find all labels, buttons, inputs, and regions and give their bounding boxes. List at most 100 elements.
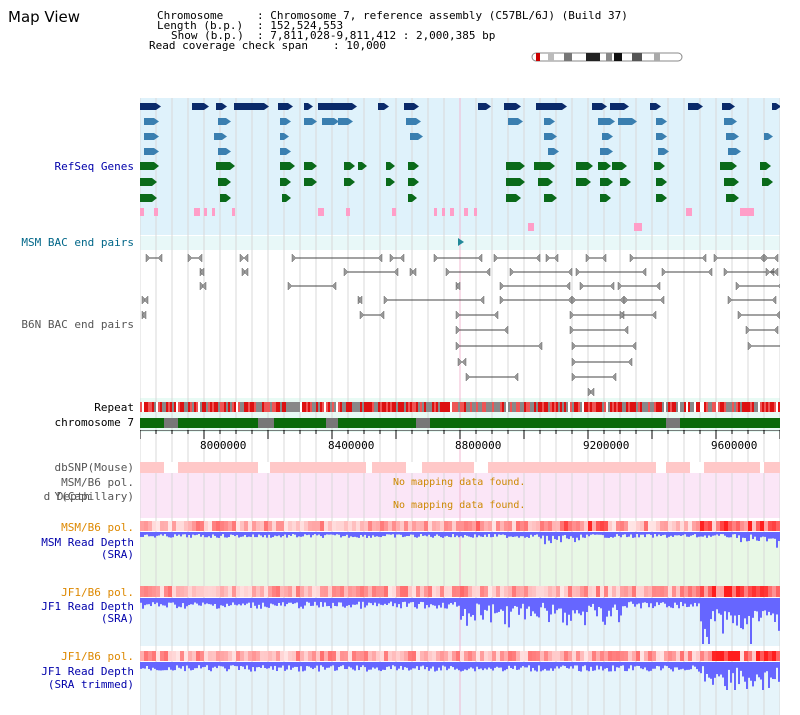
chromosome-ideogram[interactable] bbox=[530, 51, 685, 63]
depth-bar bbox=[506, 662, 508, 670]
depth-bar bbox=[726, 598, 728, 620]
depth-bar bbox=[564, 598, 566, 613]
depth-bar bbox=[238, 532, 240, 538]
repeat-block bbox=[544, 402, 546, 412]
pol-cell bbox=[228, 521, 232, 531]
pol-cell bbox=[444, 521, 448, 531]
gene-feature bbox=[576, 178, 586, 186]
gene-feature bbox=[318, 103, 352, 110]
track-label-jf1-b6-pol-2[interactable]: JF1/B6 pol. bbox=[61, 650, 134, 663]
track-label-jf1-read-depth[interactable]: JF1 Read Depth bbox=[41, 600, 134, 613]
pol-cell bbox=[460, 521, 464, 531]
repeat-block bbox=[216, 402, 218, 412]
pol-cell bbox=[316, 521, 320, 531]
depth-bar bbox=[322, 598, 324, 607]
gene-arrow bbox=[154, 148, 159, 155]
track-label-read-depth-cap[interactable]: d Depth bbox=[43, 490, 90, 503]
depth-bar bbox=[444, 662, 446, 667]
msm-b6-pol-track[interactable] bbox=[140, 521, 780, 531]
pol-cell bbox=[488, 651, 492, 661]
depth-bar bbox=[208, 598, 210, 605]
track-label-read-depth-cap-2[interactable]: Y(Capillary) bbox=[54, 490, 134, 503]
repeat-block bbox=[308, 402, 310, 412]
depth-bar bbox=[568, 598, 570, 615]
repeat-gap bbox=[582, 402, 584, 412]
depth-bar bbox=[690, 532, 692, 536]
depth-bar bbox=[708, 598, 710, 644]
depth-bar bbox=[174, 532, 176, 535]
gene-arrow bbox=[334, 118, 339, 125]
pol-cell bbox=[756, 651, 760, 661]
depth-bar bbox=[270, 598, 272, 604]
bac-end-marker bbox=[465, 372, 471, 382]
depth-bar bbox=[266, 662, 268, 669]
track-label-repeat[interactable]: Repeat bbox=[94, 401, 134, 414]
bac-end-pairs-track[interactable] bbox=[140, 236, 780, 396]
gene-arrow bbox=[348, 118, 353, 125]
pol-cell bbox=[544, 586, 548, 597]
pol-cell bbox=[240, 651, 244, 661]
depth-bar bbox=[376, 532, 378, 537]
bac-end-marker bbox=[775, 310, 780, 320]
depth-bar bbox=[630, 532, 632, 535]
track-label-msm-b6-pol[interactable]: MSM/B6 pol. bbox=[61, 476, 134, 489]
pink-marker bbox=[194, 208, 200, 216]
repeat-block bbox=[250, 402, 252, 412]
jf1-b6-pol-track-2[interactable] bbox=[140, 651, 780, 661]
pol-cell bbox=[368, 651, 372, 661]
depth-bar bbox=[344, 598, 346, 608]
track-label-b6n-bac[interactable]: B6N BAC end pairs bbox=[21, 318, 134, 331]
repeat-block bbox=[620, 402, 622, 412]
jf1-b6-pol-track[interactable] bbox=[140, 586, 780, 597]
depth-bar bbox=[610, 598, 612, 617]
depth-bar bbox=[366, 532, 368, 538]
repeat-block bbox=[614, 402, 616, 412]
gene-feature bbox=[598, 118, 610, 125]
refseq-genes-track[interactable] bbox=[140, 98, 780, 235]
pol-cell bbox=[484, 521, 488, 531]
depth-bar bbox=[684, 532, 686, 535]
pol-cell bbox=[704, 651, 708, 661]
track-label-chromosome[interactable]: chromosome 7 bbox=[54, 416, 134, 429]
depth-bar bbox=[342, 532, 344, 537]
track-label-msm-read-depth[interactable]: MSM Read Depth bbox=[41, 536, 134, 549]
track-label-jf1-read-depth-2[interactable]: JF1 Read Depth bbox=[41, 665, 134, 678]
jf1-read-depth-trimmed-track[interactable] bbox=[140, 662, 780, 690]
depth-bar bbox=[694, 532, 696, 535]
track-label-msm-bac[interactable]: MSM BAC end pairs bbox=[21, 236, 134, 249]
depth-bar bbox=[356, 662, 358, 666]
jf1-read-depth-track[interactable] bbox=[140, 598, 780, 644]
pol-cell bbox=[596, 521, 600, 531]
track-label-dbsnp[interactable]: dbSNP(Mouse) bbox=[54, 461, 134, 474]
dbsnp-track[interactable] bbox=[140, 462, 780, 473]
gene-arrow bbox=[518, 118, 523, 125]
track-label-refseq[interactable]: RefSeq Genes bbox=[54, 160, 134, 173]
pol-cell bbox=[292, 586, 296, 597]
repeat-block bbox=[554, 402, 556, 412]
chromosome-bar[interactable] bbox=[140, 418, 780, 428]
pol-cell bbox=[744, 521, 748, 531]
gene-arrow bbox=[606, 162, 611, 170]
depth-bar bbox=[468, 532, 470, 537]
pol-cell bbox=[232, 521, 236, 531]
depth-bar bbox=[678, 532, 680, 536]
pol-cell bbox=[364, 651, 368, 661]
pol-cell bbox=[748, 651, 752, 661]
depth-bar bbox=[300, 532, 302, 537]
depth-bar bbox=[218, 598, 220, 609]
pol-cell bbox=[360, 521, 364, 531]
depth-bar bbox=[540, 532, 542, 539]
pink-marker bbox=[746, 208, 754, 216]
depth-bar bbox=[242, 662, 244, 667]
pol-cell bbox=[280, 586, 284, 597]
depth-bar bbox=[594, 532, 596, 535]
depth-bar bbox=[482, 598, 484, 620]
track-label-msm-b6-pol-2[interactable]: MSM/B6 pol. bbox=[61, 521, 134, 534]
msm-read-depth-track[interactable] bbox=[140, 532, 780, 556]
depth-bar bbox=[464, 532, 466, 535]
repeat-track[interactable] bbox=[140, 402, 780, 412]
track-label-jf1-b6-pol[interactable]: JF1/B6 pol. bbox=[61, 586, 134, 599]
pol-cell bbox=[204, 521, 208, 531]
repeat-block bbox=[706, 402, 708, 412]
gene-feature bbox=[344, 178, 350, 186]
